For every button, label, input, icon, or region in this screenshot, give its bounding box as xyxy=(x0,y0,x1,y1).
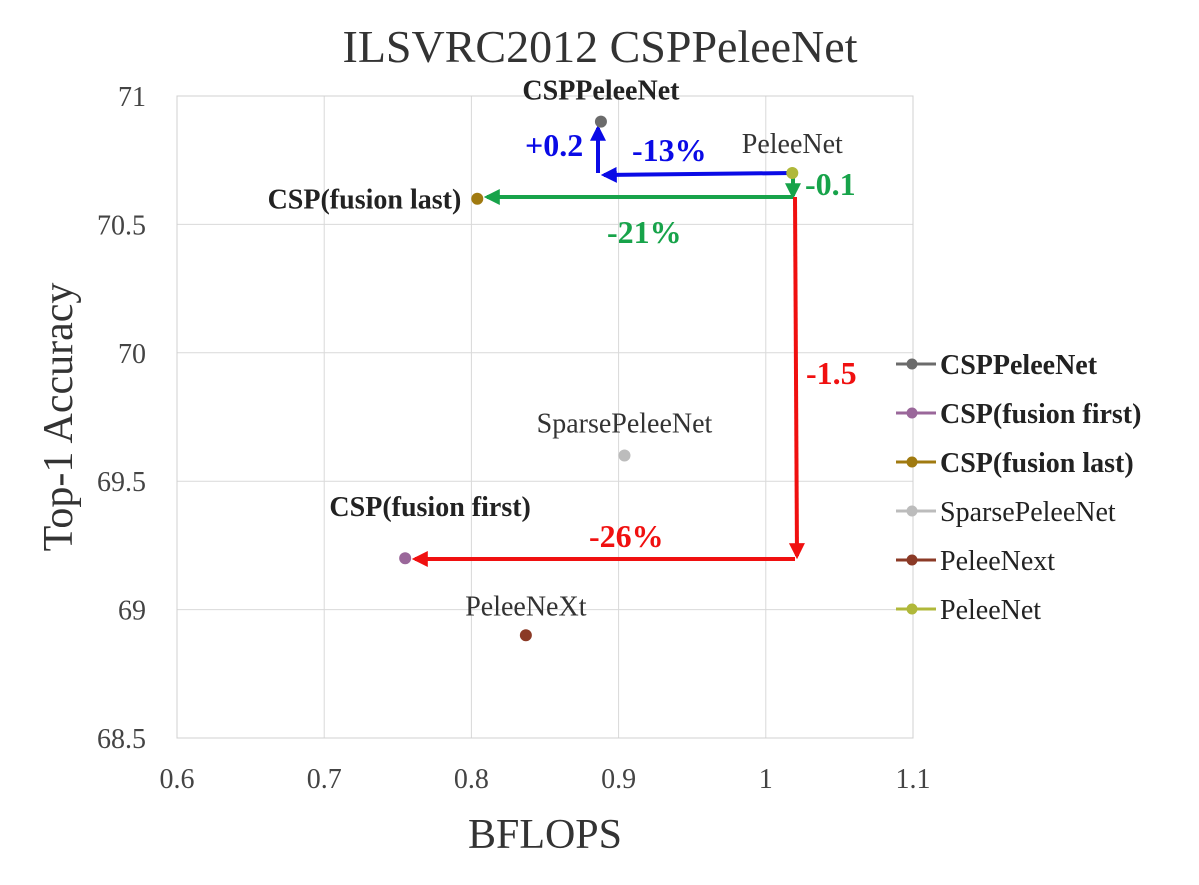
y-tick-label: 70.5 xyxy=(97,210,146,241)
x-tick-label: 0.9 xyxy=(601,764,636,795)
data-point xyxy=(399,552,412,565)
legend-label: PeleeNext xyxy=(940,546,1055,577)
arrow-blue-horizontal xyxy=(600,166,793,183)
annotation-minus-13pct: -13% xyxy=(632,132,707,168)
y-tick-label: 71 xyxy=(118,82,146,113)
legend-marker xyxy=(906,456,918,468)
point-label: PeleeNeXt xyxy=(465,591,587,622)
y-tick-label: 68.5 xyxy=(97,724,146,755)
legend: CSPPeleeNet CSP(fusion first) CSP(fusion l… xyxy=(896,350,1141,626)
annotation-plus-0-2: +0.2 xyxy=(525,127,583,163)
data-point xyxy=(471,192,484,205)
point-label: SparsePeleeNet xyxy=(537,409,713,440)
legend-label: CSP(fusion first) xyxy=(940,399,1141,430)
data-point xyxy=(618,449,631,462)
legend-marker xyxy=(906,407,918,419)
y-tick-label: 69 xyxy=(118,596,146,627)
legend-marker xyxy=(906,505,918,517)
y-ticks: 68.5 69 69.5 70 70.5 71 xyxy=(97,82,146,755)
x-tick-label: 0.6 xyxy=(160,764,195,795)
data-point xyxy=(786,167,799,180)
data-point xyxy=(519,629,532,642)
legend-label: PeleeNet xyxy=(940,595,1041,626)
annotation-minus-21pct: -21% xyxy=(607,214,682,250)
point-labels: CSPPeleeNet CSP(fusion first) CSP(fusion l… xyxy=(268,76,843,623)
x-tick-label: 0.7 xyxy=(307,764,342,795)
legend-label: CSPPeleeNet xyxy=(940,350,1098,381)
x-axis-label: BFLOPS xyxy=(468,812,622,858)
y-tick-label: 69.5 xyxy=(97,467,146,498)
point-label: PeleeNet xyxy=(742,129,843,160)
data-point xyxy=(594,115,607,128)
point-label: CSP(fusion first) xyxy=(329,492,530,523)
annotation-arrows xyxy=(411,124,805,567)
y-tick-label: 70 xyxy=(118,339,146,370)
data-points xyxy=(399,115,799,642)
annotation-minus-26pct: -26% xyxy=(589,518,664,554)
x-tick-label: 0.8 xyxy=(454,764,489,795)
chart-title: ILSVRC2012 CSPPeleeNet xyxy=(343,21,858,72)
y-axis-label: Top-1 Accuracy xyxy=(36,283,82,552)
arrow-red-vertical xyxy=(788,196,805,560)
annotation-minus-1-5: -1.5 xyxy=(806,355,857,391)
point-label: CSPPeleeNet xyxy=(522,76,680,107)
legend-label: CSP(fusion last) xyxy=(940,448,1134,479)
point-label: CSP(fusion last) xyxy=(268,185,462,216)
legend-marker xyxy=(906,603,918,615)
legend-label: SparsePeleeNet xyxy=(940,497,1116,528)
x-ticks: 0.6 0.7 0.8 0.9 1 1.1 xyxy=(160,764,931,795)
legend-marker xyxy=(906,554,918,566)
x-tick-label: 1.1 xyxy=(896,764,931,795)
legend-marker xyxy=(906,358,918,370)
annotation-labels: +0.2 -13% -0.1 -21% -1.5 -26% xyxy=(525,127,857,554)
annotation-minus-0-1: -0.1 xyxy=(805,166,856,202)
x-tick-label: 1 xyxy=(759,764,773,795)
